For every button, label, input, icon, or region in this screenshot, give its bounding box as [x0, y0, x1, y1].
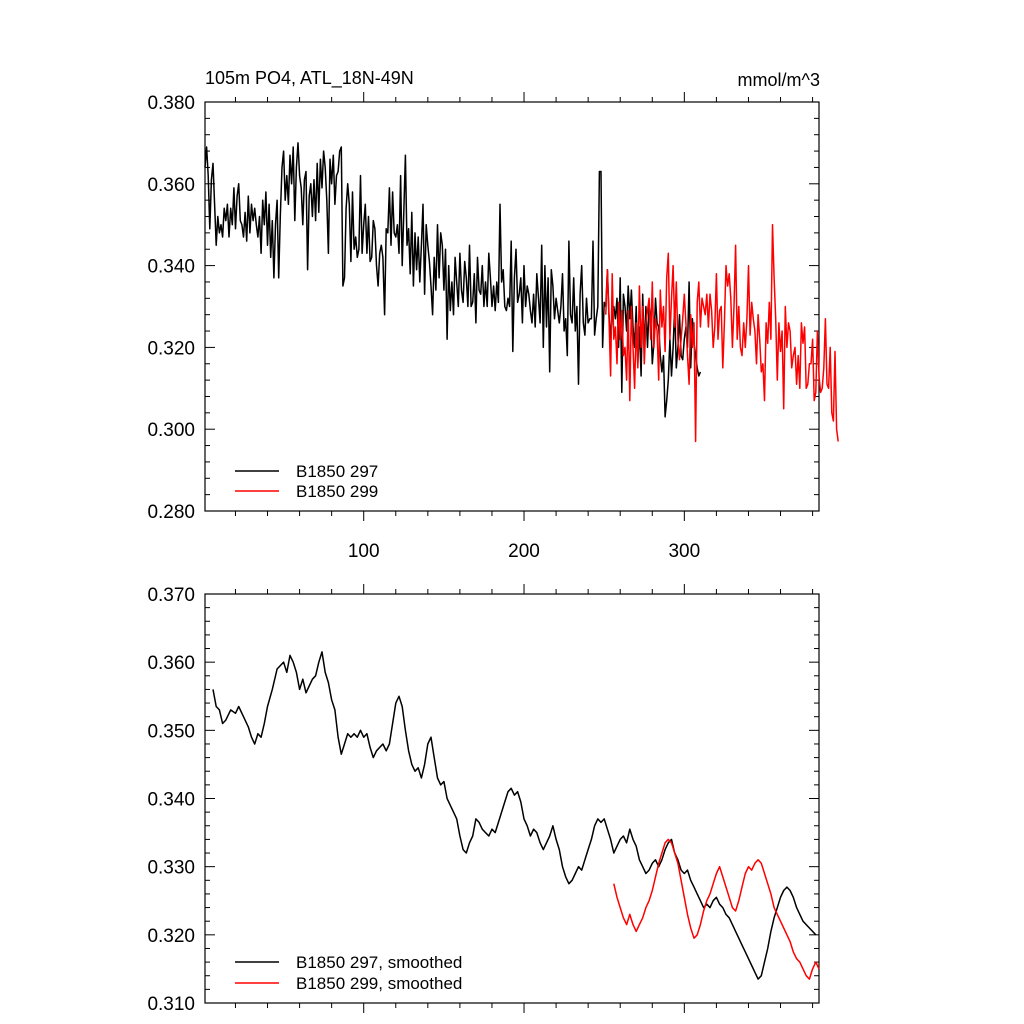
bottom-panel: 0.310 0.320 0.330 0.340 0.350 0.360 0.370 B185… — [147, 584, 820, 1015]
top-legend-label-299: B1850 299 — [296, 482, 378, 501]
top-ytick-label: 0.380 — [147, 93, 195, 114]
top-ytick-label: 0.360 — [147, 175, 195, 196]
top-ytick-label: 0.300 — [147, 420, 195, 441]
bottom-legend-label-299: B1850 299, smoothed — [296, 974, 462, 993]
bottom-ytick-label: 0.340 — [147, 790, 195, 811]
top-xtick-label: 300 — [668, 541, 700, 562]
bottom-ytick-label: 0.350 — [147, 721, 195, 742]
top-panel-units: mmol/m^3 — [738, 70, 820, 90]
bottom-ytick-label: 0.320 — [147, 926, 195, 947]
top-legend-label-297: B1850 297 — [296, 462, 378, 481]
top-panel: 105m PO4, ATL_18N-49N mmol/m^3 0.280 0.30… — [147, 68, 839, 562]
top-plot-frame — [204, 101, 820, 512]
top-xtick-label: 100 — [348, 541, 380, 562]
top-axes: 0.280 0.300 0.320 0.340 0.360 0.380 100 200 300 — [147, 92, 819, 562]
bottom-series-group — [212, 651, 820, 980]
top-legend: B1850 297 B1850 299 — [235, 462, 378, 501]
top-ytick-label: 0.320 — [147, 338, 195, 359]
bottom-legend-label-297: B1850 297, smoothed — [296, 953, 462, 972]
bottom-series-line-0 — [212, 651, 817, 980]
bottom-ytick-label: 0.330 — [147, 858, 195, 879]
bottom-ytick-label: 0.310 — [147, 994, 195, 1015]
bottom-ytick-label: 0.370 — [147, 585, 195, 606]
top-xtick-label: 200 — [508, 541, 540, 562]
top-series-group — [204, 142, 839, 443]
top-series-line-1 — [605, 223, 839, 443]
top-ytick-label: 0.340 — [147, 257, 195, 278]
top-panel-title: 105m PO4, ATL_18N-49N — [205, 68, 414, 89]
bottom-series-line-1 — [613, 838, 820, 980]
bottom-legend: B1850 297, smoothed B1850 299, smoothed — [235, 953, 462, 993]
bottom-ytick-label: 0.360 — [147, 653, 195, 674]
bottom-axes: 0.310 0.320 0.330 0.340 0.350 0.360 0.370 — [147, 584, 819, 1015]
top-ytick-label: 0.280 — [147, 502, 195, 523]
